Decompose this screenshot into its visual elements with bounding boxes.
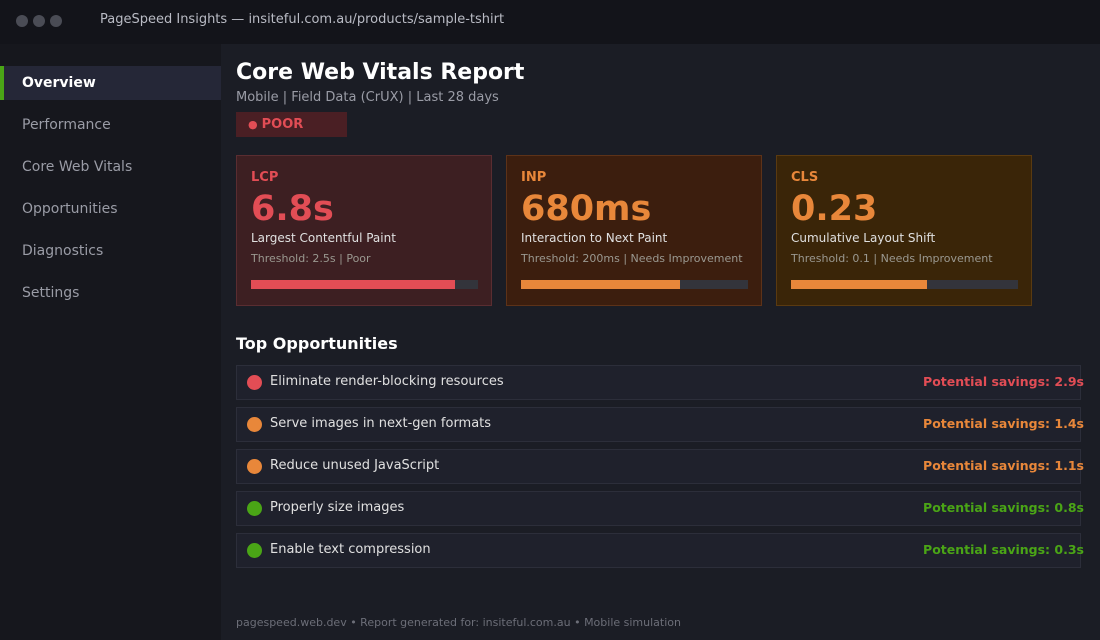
opportunity-label: Enable text compression xyxy=(270,542,431,557)
metric-threshold: Threshold: 2.5s | Poor xyxy=(251,252,371,265)
metric-name: Interaction to Next Paint xyxy=(521,231,668,245)
window-maximize-dot[interactable] xyxy=(50,15,62,27)
opportunity-savings: Potential savings: 0.3s xyxy=(923,542,1084,557)
metric-bar-track xyxy=(521,280,748,289)
metric-value: 6.8s xyxy=(251,189,334,229)
sidebar-item-opportunities[interactable]: Opportunities xyxy=(22,201,118,217)
metric-abbr: LCP xyxy=(251,170,279,185)
severity-dot-icon xyxy=(247,543,262,558)
opportunity-savings: Potential savings: 0.8s xyxy=(923,500,1084,515)
sidebar-item-settings[interactable]: Settings xyxy=(22,285,80,301)
opportunity-savings: Potential savings: 1.1s xyxy=(923,458,1084,473)
severity-dot-icon xyxy=(247,375,262,390)
opportunity-row[interactable]: Eliminate render-blocking resources Pote… xyxy=(236,365,1084,400)
opportunity-savings: Potential savings: 1.4s xyxy=(923,416,1084,431)
metric-card-lcp[interactable]: LCP 6.8s Largest Contentful Paint Thresh… xyxy=(236,155,492,306)
window-minimize-dot[interactable] xyxy=(33,15,45,27)
metric-card-cls[interactable]: CLS 0.23 Cumulative Layout Shift Thresho… xyxy=(776,155,1032,306)
severity-dot-icon xyxy=(247,417,262,432)
metric-name: Cumulative Layout Shift xyxy=(791,231,936,245)
opportunity-row[interactable]: Properly size images Potential savings: … xyxy=(236,491,1084,526)
opportunity-savings: Potential savings: 2.9s xyxy=(923,374,1084,389)
status-dot-icon: ● xyxy=(248,118,258,131)
metric-card-inp[interactable]: INP 680ms Interaction to Next Paint Thre… xyxy=(506,155,762,306)
title-bar: PageSpeed Insights — insiteful.com.au/pr… xyxy=(0,0,1100,44)
metric-bar-fill xyxy=(791,280,928,289)
opportunity-label: Serve images in next-gen formats xyxy=(270,416,492,431)
metric-threshold: Threshold: 0.1 | Needs Improvement xyxy=(791,252,993,265)
opportunity-label: Properly size images xyxy=(270,500,405,515)
opportunity-label: Eliminate render-blocking resources xyxy=(270,374,504,389)
opportunity-label: Reduce unused JavaScript xyxy=(270,458,440,473)
metric-value: 680ms xyxy=(521,189,652,229)
opportunities-heading: Top Opportunities xyxy=(236,334,398,353)
status-badge: ● POOR xyxy=(236,112,347,137)
opportunity-row[interactable]: Reduce unused JavaScript Potential savin… xyxy=(236,449,1084,484)
sidebar-item-performance[interactable]: Performance xyxy=(22,117,111,133)
sidebar: Overview Performance Core Web Vitals Opp… xyxy=(0,44,221,640)
metric-abbr: INP xyxy=(521,170,547,185)
severity-dot-icon xyxy=(247,501,262,516)
window-close-dot[interactable] xyxy=(16,15,28,27)
metric-abbr: CLS xyxy=(791,170,819,185)
metric-value: 0.23 xyxy=(791,189,878,229)
opportunity-row[interactable]: Enable text compression Potential saving… xyxy=(236,533,1084,568)
page-title: Core Web Vitals Report xyxy=(236,60,525,85)
footer: pagespeed.web.dev • Report generated for… xyxy=(236,616,681,629)
window-title: PageSpeed Insights — insiteful.com.au/pr… xyxy=(100,12,505,27)
sidebar-item-core-web-vitals[interactable]: Core Web Vitals xyxy=(22,159,133,175)
sidebar-item-overview[interactable]: Overview xyxy=(0,66,221,100)
metric-bar-fill xyxy=(251,280,456,289)
metric-threshold: Threshold: 200ms | Needs Improvement xyxy=(521,252,743,265)
severity-dot-icon xyxy=(247,459,262,474)
metric-name: Largest Contentful Paint xyxy=(251,231,396,245)
opportunity-row[interactable]: Serve images in next-gen formats Potenti… xyxy=(236,407,1084,442)
metric-bar-fill xyxy=(521,280,680,289)
status-badge-label: POOR xyxy=(261,117,304,132)
metric-bar-track xyxy=(251,280,478,289)
metric-bar-track xyxy=(791,280,1018,289)
report-subtitle: Mobile | Field Data (CrUX) | Last 28 day… xyxy=(236,90,499,105)
sidebar-item-diagnostics[interactable]: Diagnostics xyxy=(22,243,104,259)
